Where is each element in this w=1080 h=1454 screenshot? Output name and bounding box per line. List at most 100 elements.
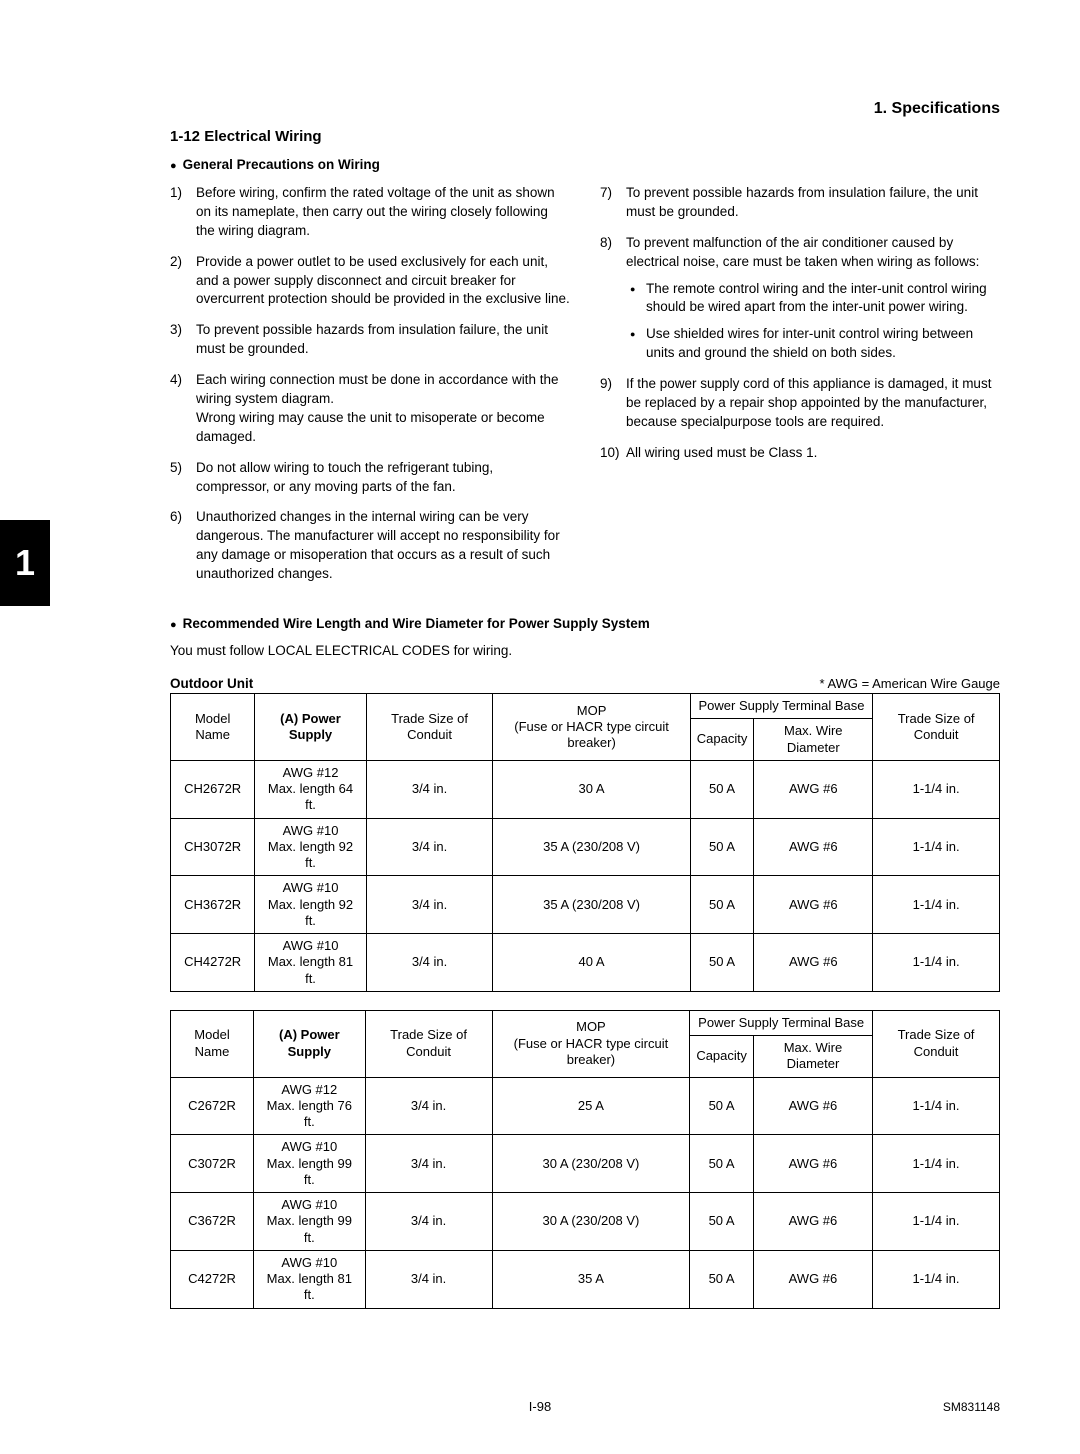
table-cell: AWG #12 Max. length 64 ft.	[255, 760, 366, 818]
list-item: All wiring used must be Class 1.	[600, 444, 1000, 463]
table-cell: 1-1/4 in.	[873, 1250, 1000, 1308]
sub-list-item: The remote control wiring and the inter-…	[626, 280, 1000, 318]
doc-number: SM831148	[943, 1400, 1000, 1414]
table-cell: 3/4 in.	[365, 1077, 492, 1135]
th-capacity: Capacity	[690, 1036, 754, 1078]
outdoor-unit-label: Outdoor Unit	[170, 676, 253, 691]
table-cell: 3/4 in.	[366, 818, 493, 876]
recommended-intro: You must follow LOCAL ELECTRICAL CODES f…	[170, 643, 1000, 658]
table-row: CH3072RAWG #10 Max. length 92 ft.3/4 in.…	[171, 818, 1000, 876]
awg-note: * AWG = American Wire Gauge	[819, 676, 1000, 691]
table-cell: 50 A	[690, 1077, 754, 1135]
section-title: 1-12 Electrical Wiring	[170, 128, 1000, 145]
precautions-heading: General Precautions on Wiring	[170, 157, 1000, 172]
th-conduit1: Trade Size of Conduit	[366, 694, 493, 761]
table-cell: AWG #12 Max. length 76 ft.	[254, 1077, 366, 1135]
table-cell: CH3672R	[171, 876, 255, 934]
th-terminal: Power Supply Terminal Base	[690, 694, 873, 719]
table-cell: 25 A	[492, 1077, 690, 1135]
table-cell: 1-1/4 in.	[873, 876, 1000, 934]
table-row: CH3672RAWG #10 Max. length 92 ft.3/4 in.…	[171, 876, 1000, 934]
table-cell: 30 A (230/208 V)	[492, 1193, 690, 1251]
recommended-heading: Recommended Wire Length and Wire Diamete…	[170, 616, 1000, 631]
th-conduit1: Trade Size of Conduit	[365, 1010, 492, 1077]
spec-table-1: Model Name (A) Power Supply Trade Size o…	[170, 693, 1000, 992]
table-cell: 35 A (230/208 V)	[493, 818, 690, 876]
th-capacity: Capacity	[690, 719, 754, 761]
table-row: C2672RAWG #12 Max. length 76 ft.3/4 in.2…	[171, 1077, 1000, 1135]
table-row: C3072RAWG #10 Max. length 99 ft.3/4 in.3…	[171, 1135, 1000, 1193]
table-cell: 30 A (230/208 V)	[492, 1135, 690, 1193]
chapter-header: 1. Specifications	[50, 100, 1000, 118]
table-cell: CH2672R	[171, 760, 255, 818]
list-item: To prevent possible hazards from insulat…	[600, 184, 1000, 222]
sub-list-item: Use shielded wires for inter-unit contro…	[626, 325, 1000, 363]
table-cell: CH3072R	[171, 818, 255, 876]
table-cell: C3672R	[171, 1193, 254, 1251]
table-cell: AWG #6	[753, 1250, 872, 1308]
table-cell: 3/4 in.	[366, 760, 493, 818]
table-cell: 1-1/4 in.	[873, 934, 1000, 992]
list-item: Provide a power outlet to be used exclus…	[170, 253, 570, 310]
table-cell: 3/4 in.	[365, 1193, 492, 1251]
th-mop: MOP (Fuse or HACR type circuit breaker)	[492, 1010, 690, 1077]
table-cell: AWG #6	[754, 934, 873, 992]
table-cell: 35 A (230/208 V)	[493, 876, 690, 934]
list-item: If the power supply cord of this applian…	[600, 375, 1000, 432]
table-row: CH2672RAWG #12 Max. length 64 ft.3/4 in.…	[171, 760, 1000, 818]
th-conduit2: Trade Size of Conduit	[873, 1010, 1000, 1077]
list-item: Unauthorized changes in the internal wir…	[170, 508, 570, 584]
table-cell: AWG #10 Max. length 99 ft.	[254, 1135, 366, 1193]
table-row: C4272RAWG #10 Max. length 81 ft.3/4 in.3…	[171, 1250, 1000, 1308]
table-cell: C3072R	[171, 1135, 254, 1193]
table-cell: 3/4 in.	[365, 1135, 492, 1193]
table-cell: 3/4 in.	[365, 1250, 492, 1308]
table-cell: 40 A	[493, 934, 690, 992]
table-row: C3672RAWG #10 Max. length 99 ft.3/4 in.3…	[171, 1193, 1000, 1251]
table-cell: 1-1/4 in.	[873, 1193, 1000, 1251]
table-cell: AWG #10 Max. length 81 ft.	[255, 934, 366, 992]
table-cell: 50 A	[690, 1135, 754, 1193]
table-cell: 1-1/4 in.	[873, 818, 1000, 876]
table-cell: 3/4 in.	[366, 876, 493, 934]
table-cell: 50 A	[690, 1250, 754, 1308]
table-cell: AWG #6	[754, 818, 873, 876]
table-cell: 50 A	[690, 934, 754, 992]
spec-table-2: Model Name (A) Power Supply Trade Size o…	[170, 1010, 1000, 1309]
table-cell: AWG #6	[753, 1077, 872, 1135]
th-model: Model Name	[171, 1010, 254, 1077]
list-item: Do not allow wiring to touch the refrige…	[170, 459, 570, 497]
table-cell: 50 A	[690, 876, 754, 934]
precautions-right-list: To prevent possible hazards from insulat…	[600, 184, 1000, 463]
side-tab: 1	[0, 520, 50, 606]
precautions-left-list: Before wiring, confirm the rated voltage…	[170, 184, 570, 584]
table-cell: 1-1/4 in.	[873, 1135, 1000, 1193]
table-cell: AWG #10 Max. length 92 ft.	[255, 876, 366, 934]
table-cell: CH4272R	[171, 934, 255, 992]
table-cell: 50 A	[690, 760, 754, 818]
th-mop: MOP (Fuse or HACR type circuit breaker)	[493, 694, 690, 761]
th-maxwire: Max. Wire Diameter	[754, 719, 873, 761]
table-cell: AWG #6	[754, 760, 873, 818]
table-cell: AWG #6	[754, 876, 873, 934]
table-cell: 3/4 in.	[366, 934, 493, 992]
th-maxwire: Max. Wire Diameter	[753, 1036, 872, 1078]
table-cell: 50 A	[690, 1193, 754, 1251]
table-row: CH4272RAWG #10 Max. length 81 ft.3/4 in.…	[171, 934, 1000, 992]
list-item: To prevent possible hazards from insulat…	[170, 321, 570, 359]
table-cell: 35 A	[492, 1250, 690, 1308]
th-model: Model Name	[171, 694, 255, 761]
th-conduit2: Trade Size of Conduit	[873, 694, 1000, 761]
table-cell: 1-1/4 in.	[873, 1077, 1000, 1135]
table-cell: 1-1/4 in.	[873, 760, 1000, 818]
list-item: Before wiring, confirm the rated voltage…	[170, 184, 570, 241]
table-cell: C2672R	[171, 1077, 254, 1135]
table-cell: AWG #10 Max. length 99 ft.	[254, 1193, 366, 1251]
page-number: I-98	[529, 1399, 551, 1414]
precautions-columns: Before wiring, confirm the rated voltage…	[170, 184, 1000, 596]
table-cell: AWG #6	[753, 1135, 872, 1193]
list-item: To prevent malfunction of the air condit…	[600, 234, 1000, 363]
th-terminal: Power Supply Terminal Base	[690, 1010, 873, 1035]
table-cell: AWG #6	[753, 1193, 872, 1251]
table-cell: C4272R	[171, 1250, 254, 1308]
